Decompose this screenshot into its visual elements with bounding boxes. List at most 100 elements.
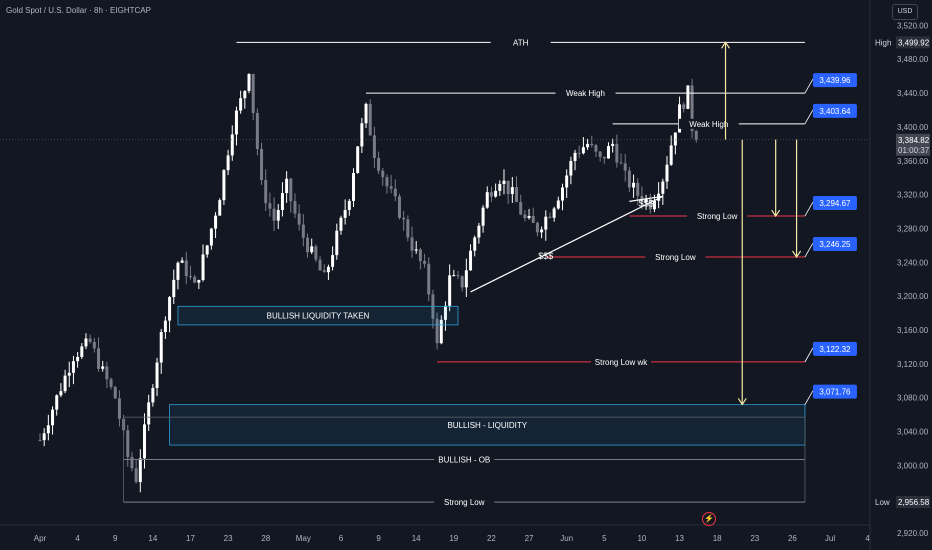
candle-body (347, 200, 351, 210)
candle-body (669, 145, 673, 165)
arrow-head (792, 250, 802, 259)
candle-body (385, 177, 389, 187)
candle-body (372, 135, 376, 158)
candle-body (690, 85, 694, 132)
candle-body (544, 216, 548, 230)
candle-body (456, 275, 460, 277)
y-tick-label: 2,920.00 (897, 529, 929, 538)
candle-body (615, 143, 619, 163)
y-tick-label: 3,080.00 (897, 394, 929, 403)
candle-body (159, 332, 163, 363)
arrow-head (737, 398, 747, 406)
candle-body (594, 145, 598, 152)
price-level-label: ATH (513, 38, 529, 47)
price-badge[interactable] (812, 237, 857, 252)
currency-selector[interactable]: USD (892, 4, 918, 20)
candle-body (234, 110, 238, 135)
candle-body (682, 104, 686, 109)
y-tick-label: 3,200.00 (897, 292, 929, 301)
axis-tag-name: High (875, 38, 891, 47)
axis-tag-value: 3,499.92 (898, 38, 930, 47)
candle-body (318, 259, 322, 271)
candle-body (130, 456, 134, 469)
price-badge-label: 3,439.96 (819, 76, 851, 85)
price-badge[interactable] (812, 103, 857, 118)
x-tick-label: 19 (449, 534, 458, 543)
candle-body (573, 152, 577, 161)
x-tick-label: 4 (75, 534, 80, 543)
price-badge-label: 3,403.64 (819, 107, 851, 116)
lightning-icon[interactable]: ⚡ (702, 512, 716, 526)
candle-body (46, 425, 50, 434)
candle-body (201, 254, 205, 280)
candle-body (464, 270, 468, 288)
candle-body (452, 275, 456, 277)
candle-body (243, 90, 247, 99)
candle-body (172, 279, 176, 298)
x-tick-label: 27 (525, 534, 534, 543)
candle-body (565, 175, 569, 188)
candle-body (435, 318, 439, 344)
candle-body (314, 246, 318, 260)
candle-body (648, 198, 652, 210)
candle-body (423, 261, 427, 264)
x-tick-label: Jul (825, 534, 835, 543)
candle-body (255, 112, 259, 149)
trendline[interactable] (470, 195, 664, 293)
candle-body (439, 319, 443, 344)
candle-body (293, 201, 297, 214)
price-badge-label: 3,071.76 (819, 388, 851, 397)
badge-connector (804, 347, 814, 363)
candle-body (239, 98, 243, 111)
badge-connector (804, 201, 814, 217)
candle-body (59, 391, 63, 396)
price-badge[interactable] (812, 384, 857, 399)
candle-body (515, 187, 519, 203)
candle-body (481, 207, 485, 226)
candle-body (406, 219, 410, 238)
y-tick-label: 3,480.00 (897, 55, 929, 64)
badge-connector (804, 109, 814, 125)
candle-body (184, 260, 188, 277)
candle-body (523, 214, 527, 219)
candle-body (188, 276, 192, 278)
candle-body (397, 196, 401, 218)
candle-body (251, 74, 255, 113)
candle-body (71, 361, 75, 373)
price-level-label-bg (645, 252, 706, 263)
candle-body (226, 155, 230, 171)
y-tick-label: 3,400.00 (897, 123, 929, 132)
candle-body (331, 255, 335, 267)
candle-body (548, 216, 552, 218)
current-price-label: 3,384.82 (898, 136, 930, 145)
candle-body (138, 458, 142, 483)
candle-body (180, 260, 184, 263)
candle-body (352, 173, 355, 201)
candle-body (448, 275, 452, 306)
price-level-label-bg (678, 118, 739, 129)
axis-tag-value: 2,956.58 (898, 498, 930, 507)
candle-body (619, 162, 623, 164)
candle-body (519, 202, 523, 215)
candle-body (418, 249, 422, 262)
liquidity-zone[interactable] (169, 404, 806, 446)
candle-body (561, 187, 564, 201)
candle-body (97, 348, 101, 369)
candle-body (326, 266, 330, 273)
y-tick-label: 3,240.00 (897, 258, 929, 267)
x-tick-label: Jun (560, 534, 573, 543)
candle-body (661, 181, 665, 194)
trendline[interactable] (629, 195, 663, 202)
price-badge[interactable] (812, 196, 857, 211)
candle-body (339, 217, 343, 231)
x-tick-label: 6 (339, 534, 344, 543)
liquidity-marker: $$$ (639, 198, 654, 208)
candle-body (51, 409, 55, 426)
candle-body (356, 146, 360, 174)
liquidity-zone[interactable] (177, 305, 459, 326)
candle-body (443, 305, 447, 320)
price-badge[interactable] (812, 341, 857, 356)
x-tick-label: 17 (186, 534, 195, 543)
price-badge[interactable] (812, 73, 857, 88)
